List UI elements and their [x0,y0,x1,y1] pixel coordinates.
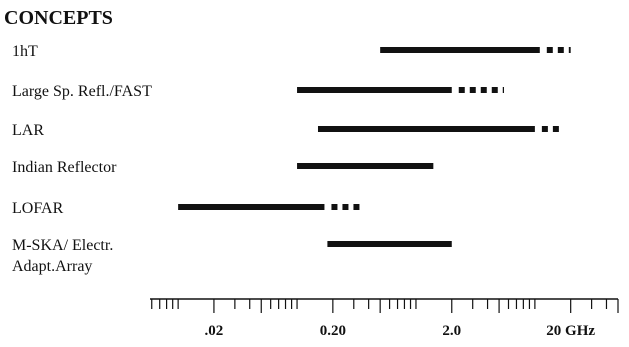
concept-row: LOFAR [12,200,362,217]
tick-label: .02 [205,323,224,339]
concept-label: M-SKA/ Electr. [12,237,113,254]
tick-label: 2.0 [442,323,461,339]
concept-row: LAR [12,122,560,139]
concept-label: LAR [12,122,44,139]
concept-label: Indian Reflector [12,159,117,176]
concept-label: Large Sp. Refl./FAST [12,83,152,100]
tick-label: 0.20 [320,323,346,339]
concept-rows: 1hT Large Sp. Refl./FAST LAR Indian Reflect… [12,43,571,275]
chart-title: CONCEPTS [4,7,113,29]
tick-label: 20 GHz [546,323,595,339]
concept-label: 1hT [12,43,38,60]
concept-label: Adapt.Array [12,258,92,275]
concept-row: Large Sp. Refl./FAST [12,83,505,100]
concept-row: Indian Reflector [12,159,434,176]
frequency-axis: .02 0.20 2.0 20 GHz [150,298,619,339]
concept-row: 1hT [12,43,571,60]
concept-label: LOFAR [12,200,64,217]
concept-row: M-SKA/ Electr. Adapt.Array [12,237,452,275]
